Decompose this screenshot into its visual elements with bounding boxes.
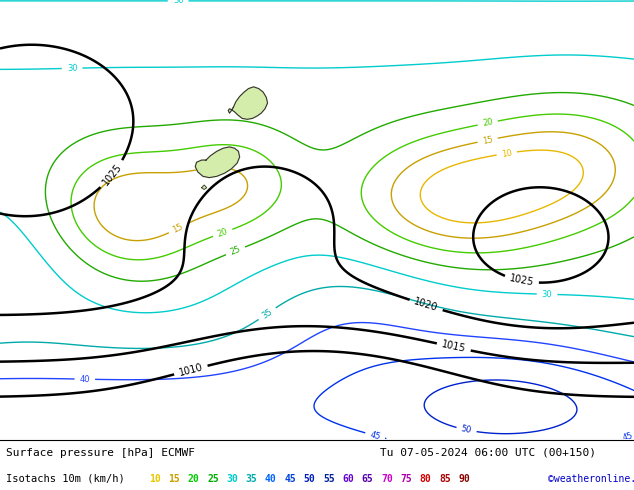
Text: 55: 55 [323,474,335,484]
Text: 70: 70 [381,474,393,484]
Text: 1020: 1020 [413,296,439,314]
Text: 25: 25 [207,474,219,484]
Text: 75: 75 [401,474,412,484]
Polygon shape [195,147,240,177]
Text: 25: 25 [229,245,242,257]
Text: 30: 30 [173,0,183,5]
Text: 65: 65 [361,474,373,484]
Text: 1015: 1015 [441,340,467,354]
Text: Tu 07-05-2024 06:00 UTC (00+150): Tu 07-05-2024 06:00 UTC (00+150) [380,448,597,458]
Text: 50: 50 [460,424,472,435]
Text: 40: 40 [265,474,277,484]
Text: 40: 40 [79,374,90,384]
Text: 10: 10 [149,474,161,484]
Text: 15: 15 [171,222,185,235]
Text: 90: 90 [458,474,470,484]
Text: 45: 45 [284,474,296,484]
Text: 1010: 1010 [178,362,204,378]
Text: 10: 10 [501,148,513,159]
Text: 60: 60 [342,474,354,484]
Text: Isotachs 10m (km/h): Isotachs 10m (km/h) [6,474,131,484]
Text: 15: 15 [168,474,180,484]
Text: 85: 85 [439,474,451,484]
Text: 50: 50 [304,474,316,484]
Text: Surface pressure [hPa] ECMWF: Surface pressure [hPa] ECMWF [6,448,195,458]
Text: 1025: 1025 [101,162,124,187]
Text: ©weatheronline.co.uk: ©weatheronline.co.uk [548,474,634,484]
Text: 20: 20 [216,227,229,239]
Text: 30: 30 [541,290,552,299]
Text: 35: 35 [260,307,274,320]
Polygon shape [202,185,207,190]
Text: 20: 20 [188,474,200,484]
Polygon shape [228,87,268,119]
Text: 15: 15 [482,135,494,146]
Text: 45: 45 [369,430,382,441]
Text: 45: 45 [621,431,634,442]
Text: 30: 30 [226,474,238,484]
Text: 1025: 1025 [508,273,534,288]
Text: 30: 30 [67,64,77,73]
Text: 80: 80 [420,474,432,484]
Text: 20: 20 [482,118,494,128]
Text: 35: 35 [245,474,257,484]
